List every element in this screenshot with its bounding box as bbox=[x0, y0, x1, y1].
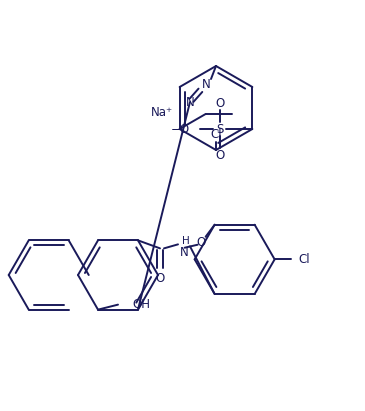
Text: N: N bbox=[201, 78, 210, 90]
Text: Na⁺: Na⁺ bbox=[151, 106, 173, 118]
Text: Cl: Cl bbox=[210, 127, 222, 141]
Text: −O: −O bbox=[171, 122, 191, 136]
Text: N: N bbox=[186, 95, 195, 109]
Text: O: O bbox=[216, 97, 225, 109]
Text: O: O bbox=[216, 148, 225, 162]
Text: OH: OH bbox=[132, 298, 150, 311]
Text: H: H bbox=[182, 236, 190, 246]
Text: O: O bbox=[196, 236, 205, 249]
Text: Cl: Cl bbox=[299, 253, 310, 266]
Text: N: N bbox=[180, 246, 188, 259]
Text: O: O bbox=[155, 272, 165, 285]
Text: S: S bbox=[217, 122, 224, 136]
